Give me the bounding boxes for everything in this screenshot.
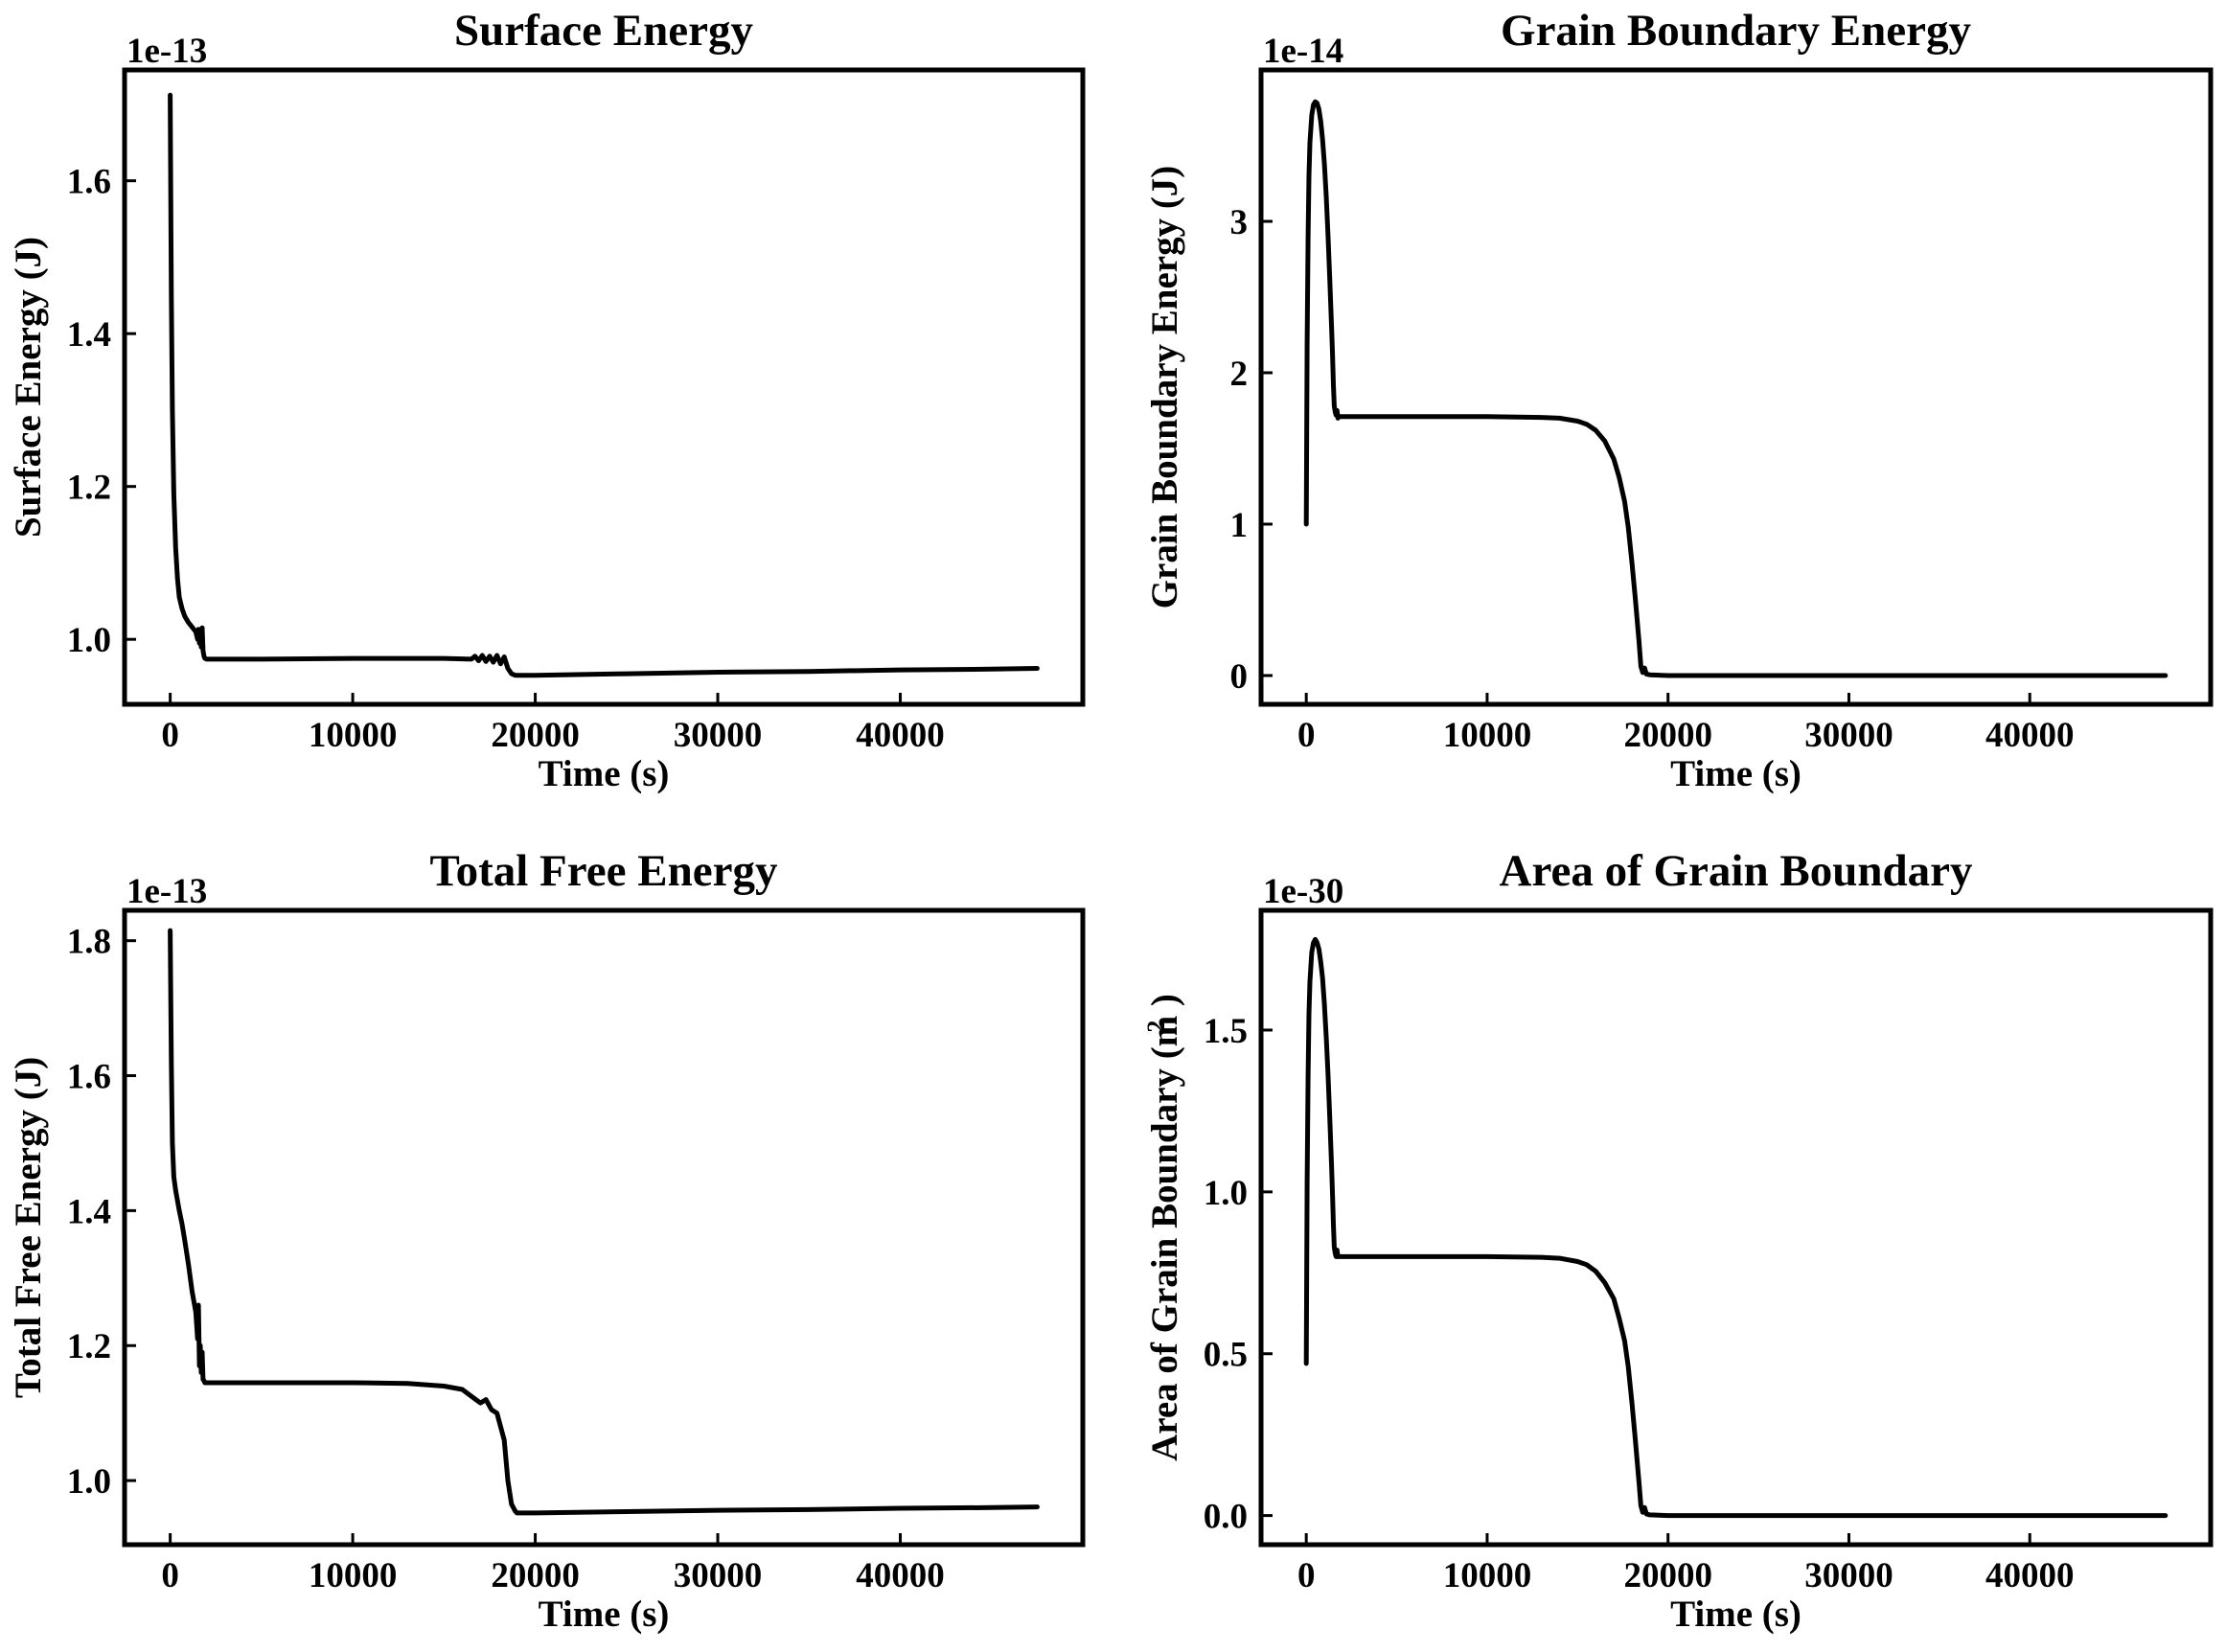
y-tick-label: 1.2 [67,1327,111,1366]
x-tick-label: 0 [1297,716,1316,755]
y-tick-label: 0.5 [1204,1336,1248,1375]
chart-title: Surface Energy [454,6,753,56]
plot-frame [1258,907,2214,1548]
y-axis-label: Area of Grain Boundary (m ) [1144,994,1185,1461]
x-tick-label: 40000 [856,1556,945,1595]
y-tick-label: 1.4 [67,1192,111,1231]
x-tick-label: 20000 [491,1556,580,1595]
x-tick-label: 0 [1297,1556,1316,1595]
x-tick-label: 20000 [1623,716,1712,755]
chart-title: Area of Grain Boundary [1500,846,1973,896]
x-tick-label: 20000 [1623,1556,1712,1595]
x-axis-label: Time (s) [539,1594,670,1635]
series-line [1303,99,2169,678]
chart-panel-4: 0 10000 20000 30000 40000 0.0 0.5 1.0 1.5 Area of… [1142,846,2214,1635]
y-tick-label: 1.5 [1204,1012,1248,1051]
chart-panel-3: 0 10000 20000 30000 40000 1.0 1.2 1.4 1.6 1.8 Tota… [8,846,1086,1635]
x-tick-label: 0 [161,1556,179,1595]
chart-title: Total Free Energy [430,846,778,896]
y-axis-label: Surface Energy (J) [8,237,49,538]
x-tick-label: 0 [161,716,179,755]
y-tick-label: 0.0 [1204,1498,1248,1537]
x-tick-label: 30000 [1804,716,1893,755]
series-line [168,928,1040,1516]
y-tick-label: 1.8 [67,923,111,962]
y-tick-label: 1 [1230,506,1249,545]
x-axis-label: Time (s) [539,753,670,794]
y-tick-label: 1.4 [67,315,111,355]
plot-frame [122,907,1086,1548]
x-axis-label: Time (s) [1670,753,1801,794]
x-tick-label: 40000 [1985,716,2075,755]
y-axis-label: Grain Boundary Energy (J) [1144,166,1185,609]
y-offset-label: 1e-13 [126,32,207,71]
series-line [168,92,1040,678]
y-tick-label: 1.0 [67,621,111,660]
x-tick-label: 10000 [1443,1556,1532,1595]
y-axis-label-superscript: 2 [1142,1021,1170,1033]
y-tick-label: 3 [1230,203,1249,242]
plot-frame [1258,67,2214,707]
y-tick-label: 0 [1230,657,1249,697]
chart-panel-1: 0 10000 20000 30000 40000 1.0 1.2 1.4 1.6 Surface… [8,6,1086,794]
y-tick-label: 1.2 [67,469,111,508]
y-axis-label: Total Free Energy (J) [8,1057,49,1398]
x-tick-label: 40000 [856,716,945,755]
y-tick-label: 1.6 [67,1058,111,1097]
y-offset-label: 1e-13 [126,872,207,911]
x-tick-label: 10000 [309,1556,398,1595]
y-tick-label: 1.6 [67,163,111,202]
x-tick-label: 30000 [674,716,763,755]
x-tick-label: 10000 [1443,716,1532,755]
x-tick-label: 10000 [309,716,398,755]
x-tick-label: 20000 [491,716,580,755]
plot-frame [122,67,1086,707]
chart-title: Grain Boundary Energy [1501,6,1971,56]
y-tick-label: 2 [1230,355,1249,394]
y-offset-label: 1e-30 [1263,872,1343,911]
series-line [1303,936,2169,1519]
x-tick-label: 40000 [1985,1556,2075,1595]
y-tick-label: 1.0 [67,1462,111,1502]
y-tick-label: 1.0 [1204,1174,1248,1213]
y-offset-label: 1e-14 [1263,32,1343,71]
chart-panel-2: 0 10000 20000 30000 40000 0 1 2 3 Grain Boundary … [1144,6,2214,794]
x-tick-label: 30000 [1804,1556,1893,1595]
x-tick-label: 30000 [674,1556,763,1595]
x-axis-label: Time (s) [1670,1594,1801,1635]
